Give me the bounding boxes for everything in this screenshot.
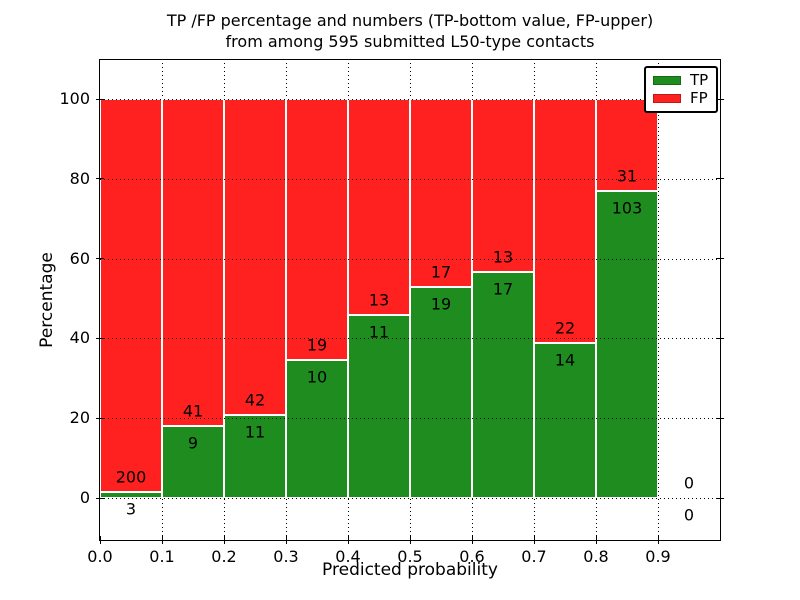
x-tick [596, 536, 597, 544]
gridline-h [100, 99, 720, 100]
y-tick-label: 100 [59, 89, 90, 108]
bar-count-label-tp: 9 [187, 433, 199, 453]
bar-count-label-tp: 17 [492, 279, 514, 299]
x-tick-label: 0.2 [211, 547, 237, 566]
x-tick [472, 536, 473, 544]
y-tick-label: 0 [79, 488, 90, 507]
bar-count-label-tp: 14 [554, 350, 576, 370]
bar-segment-tp [472, 271, 534, 498]
gridline-h [100, 418, 720, 420]
x-tick-label: 0.9 [645, 547, 671, 566]
x-tick-label: 0.5 [397, 547, 423, 566]
bar-count-label-fp: 13 [368, 290, 390, 310]
bar-segment-fp [100, 99, 162, 493]
bar-segment-tp [410, 287, 472, 498]
x-tick-label: 0.3 [273, 547, 299, 566]
bar-segment-fp [596, 99, 658, 192]
legend-label-fp: FP [690, 89, 708, 107]
bar-count-label-fp: 31 [616, 166, 638, 186]
bar-segment-tp [596, 191, 658, 498]
bar-count-label-fp: 13 [492, 247, 514, 267]
bar-segment-tp [100, 492, 162, 498]
bar-count-label-tp: 0 [683, 505, 695, 525]
y-tick [716, 178, 724, 180]
bar-count-label-fp: 41 [182, 401, 204, 421]
bar-segment-fp [224, 99, 286, 416]
y-tick [716, 417, 724, 419]
bar-segment-fp [348, 99, 410, 316]
bar-segment-fp [162, 99, 224, 427]
gridline-v [658, 60, 659, 540]
x-axis-label: Predicted probability [322, 560, 498, 580]
legend-item-tp: TP [653, 73, 709, 88]
bar-segment-fp [472, 99, 534, 272]
y-tick [716, 258, 724, 260]
plot-area: TP FP 200 3 41 9 42 11 19 10 13 11 17 19 13 17 22 14 31 1… [87, 59, 724, 566]
x-tick-label: 0.0 [87, 547, 113, 566]
bar-segment-tp [162, 426, 224, 498]
bar-count-label-fp: 42 [244, 390, 266, 410]
bar-count-label-tp: 11 [368, 322, 390, 342]
y-tick-label: 20 [69, 408, 90, 428]
y-tick [716, 98, 724, 100]
legend-swatch-fp [653, 94, 681, 103]
legend-item-fp: FP [653, 91, 709, 106]
bar-count-label-fp: 19 [306, 335, 328, 355]
x-tick [348, 536, 349, 544]
bar-segment-tp [286, 360, 348, 498]
y-tick [96, 417, 104, 419]
bar-segment-tp [348, 315, 410, 498]
bar-count-label-tp: 103 [611, 198, 643, 218]
y-tick [96, 98, 104, 100]
y-tick-label: 40 [69, 328, 90, 348]
y-tick [96, 178, 104, 180]
x-tick [286, 536, 287, 544]
x-tick [534, 536, 535, 544]
y-tick [716, 337, 724, 339]
y-tick [716, 497, 724, 499]
x-tick [162, 536, 163, 544]
legend-swatch-tp [653, 76, 681, 85]
bar-count-label-tp: 10 [306, 367, 328, 387]
bar-count-label-fp: 17 [430, 262, 452, 282]
y-tick [96, 337, 104, 339]
y-tick [96, 258, 104, 260]
chart-title-line1: TP /FP percentage and numbers (TP-bottom… [166, 11, 654, 30]
bar-count-label-tp: 11 [244, 422, 266, 442]
y-tick-label: 60 [69, 248, 90, 268]
bar-count-label-fp: 200 [115, 467, 147, 487]
x-tick-label: 0.6 [459, 547, 485, 566]
bar-segment-fp [534, 99, 596, 343]
bar-segment-tp [224, 415, 286, 498]
bar-segment-tp [534, 342, 596, 498]
gridline-h [100, 178, 720, 180]
bar-count-label-tp: 3 [125, 499, 137, 519]
gridline-h [100, 258, 720, 260]
gridline-h [100, 338, 720, 340]
x-tick [410, 536, 411, 544]
legend: TP FP [644, 66, 718, 113]
x-tick-label: 0.8 [583, 547, 609, 566]
bar-count-label-fp: 0 [683, 473, 695, 493]
y-tick-label: 80 [69, 168, 90, 188]
x-tick [224, 536, 225, 544]
gridline-h [100, 498, 720, 499]
x-tick-label: 0.7 [521, 547, 547, 566]
chart-title: TP /FP percentage and numbers (TP-bottom… [167, 10, 653, 52]
bar-segment-fp [286, 99, 348, 361]
x-tick-label: 0.1 [149, 547, 175, 566]
x-tick [100, 536, 101, 544]
bar-count-label-tp: 19 [430, 294, 452, 314]
x-tick [658, 536, 659, 544]
bar-count-label-fp: 22 [554, 318, 576, 338]
x-tick-label: 0.4 [335, 547, 361, 566]
legend-label-tp: TP [690, 71, 709, 89]
y-tick [96, 497, 104, 499]
chart-title-line2: from among 595 submitted L50-type contac… [225, 32, 595, 51]
bar-segment-fp [410, 99, 472, 288]
